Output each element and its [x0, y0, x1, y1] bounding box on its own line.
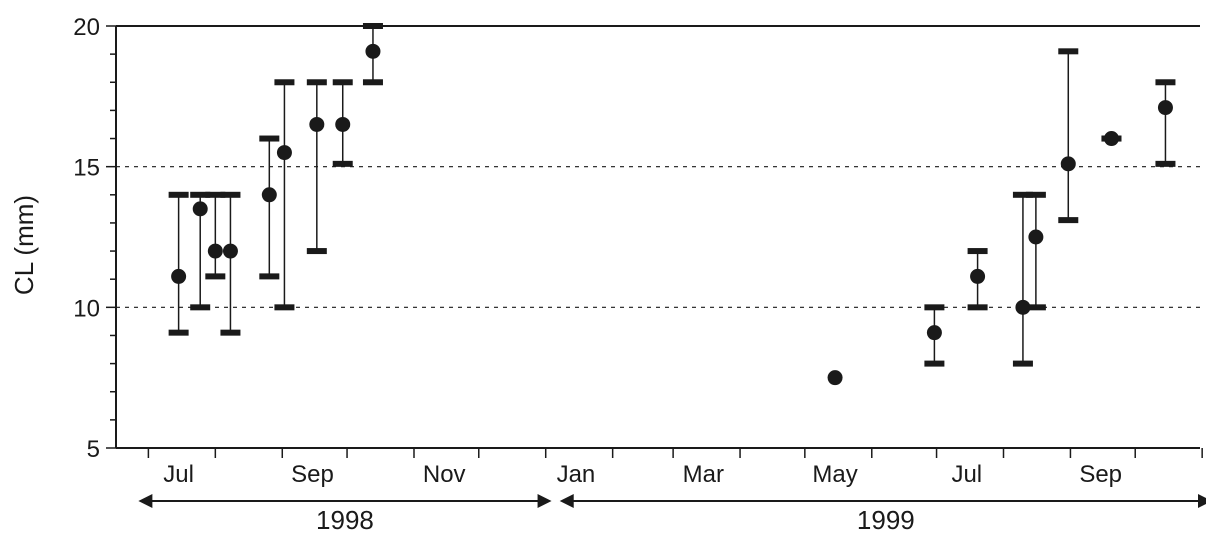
error-cap [1058, 217, 1079, 224]
error-cap [362, 79, 383, 86]
error-cap [1155, 160, 1176, 167]
x-tick-label: Nov [423, 461, 466, 488]
error-cap [967, 248, 988, 255]
y-tick-label: 15 [73, 155, 100, 182]
data-point [309, 116, 325, 132]
error-cap [168, 329, 189, 336]
data-point [365, 43, 381, 59]
error-cap [362, 23, 383, 29]
data-point [222, 243, 238, 259]
year-span-arrowhead [559, 494, 574, 508]
error-cap [332, 79, 353, 86]
y-tick-label: 20 [73, 14, 100, 41]
error-cap [190, 191, 211, 198]
error-cap [190, 304, 211, 311]
x-tick-label: Sep [291, 461, 334, 488]
error-cap [924, 304, 945, 311]
x-tick-label: Jan [557, 461, 596, 488]
error-cap [259, 135, 280, 142]
data-point [1015, 299, 1031, 315]
error-cap [1012, 360, 1033, 367]
data-point [1028, 229, 1044, 245]
year-label: 1999 [857, 505, 915, 534]
error-cap [967, 304, 988, 311]
axes: 5 10 15 20 Jul Sep Nov Jan Mar May Jul Sep 1998 1999 [73, 14, 1206, 534]
data-point [276, 145, 292, 161]
year-span-arrowhead [1198, 494, 1206, 508]
data-point [1103, 131, 1119, 147]
error-cap [306, 79, 327, 86]
x-tick-label: Sep [1079, 461, 1122, 488]
data-point [335, 116, 351, 132]
year-span-arrowhead [537, 494, 552, 508]
y-axis-label: CL (mm) [9, 195, 39, 295]
data-point [261, 187, 277, 203]
y-tick-label: 10 [73, 295, 100, 322]
error-cap [1012, 191, 1033, 198]
error-cap [274, 304, 295, 311]
y-tick-label: 5 [87, 436, 100, 463]
year-span-arrowhead [138, 494, 153, 508]
data-point [192, 201, 208, 217]
data-point [207, 243, 223, 259]
data-point [1157, 100, 1173, 116]
data-point [970, 268, 986, 284]
error-cap [274, 79, 295, 86]
data-point [827, 370, 843, 386]
x-tick-label: Mar [683, 461, 724, 488]
error-cap [1025, 304, 1046, 311]
x-tick-label: Jul [951, 461, 982, 488]
error-cap [259, 273, 280, 280]
error-cap [1058, 48, 1079, 55]
error-cap [220, 191, 241, 198]
year-label: 1998 [316, 505, 374, 534]
error-cap [1025, 191, 1046, 198]
error-cap [205, 191, 226, 198]
x-tick-label: May [812, 461, 857, 488]
error-cap [924, 360, 945, 367]
data-point [1060, 156, 1076, 172]
error-cap [332, 160, 353, 167]
error-cap [220, 329, 241, 336]
error-cap [306, 248, 327, 255]
error-cap [168, 191, 189, 198]
error-cap [205, 273, 226, 280]
x-tick-label: Jul [163, 461, 194, 488]
data-point [171, 268, 187, 284]
error-cap [1155, 79, 1176, 86]
data-point [926, 325, 942, 341]
data-marks [168, 23, 1176, 386]
